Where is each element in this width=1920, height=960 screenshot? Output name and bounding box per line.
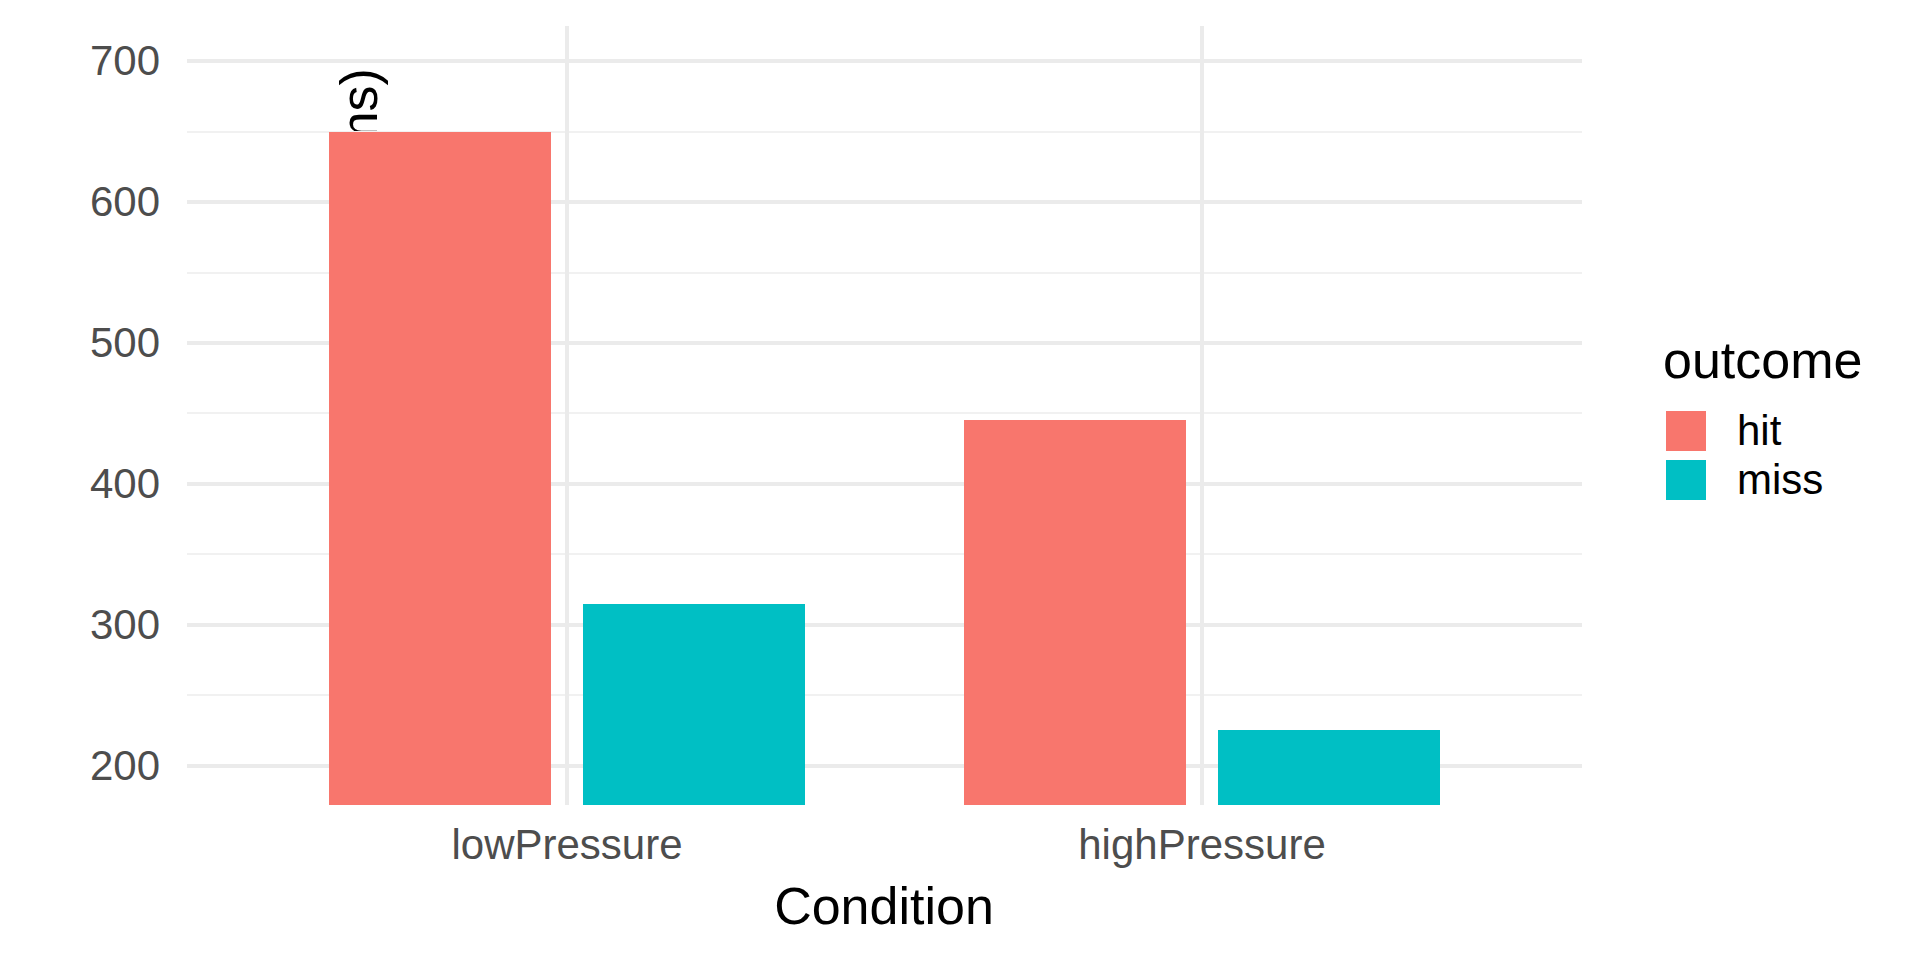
gridline-vertical-highPressure [1200, 26, 1204, 805]
bar-lowPressure-hit [329, 132, 551, 805]
legend: outcome hit miss [1663, 334, 1862, 508]
bar-chart: mean Quiet Eye duration (ms) 20030040050… [0, 0, 1920, 960]
legend-label-miss: miss [1737, 459, 1823, 501]
bar-lowPressure-miss [583, 604, 805, 805]
y-tick-label-400: 400 [0, 463, 160, 505]
bar-highPressure-miss [1218, 730, 1440, 805]
gridline-vertical-lowPressure [565, 26, 569, 805]
y-tick-label-600: 600 [0, 181, 160, 223]
y-tick-label-300: 300 [0, 604, 160, 646]
y-tick-label-500: 500 [0, 322, 160, 364]
legend-swatch-miss [1666, 460, 1706, 500]
legend-item-hit: hit [1666, 410, 1823, 452]
gridline-major-700 [187, 59, 1582, 63]
x-tick-label-lowPressure: lowPressure [451, 824, 682, 866]
plot-panel [187, 26, 1582, 805]
x-axis-title: Condition [774, 880, 994, 932]
y-tick-label-700: 700 [0, 40, 160, 82]
legend-items: hit miss [1663, 410, 1823, 508]
y-tick-label-200: 200 [0, 745, 160, 787]
legend-swatch-hit [1666, 411, 1706, 451]
bar-highPressure-hit [964, 420, 1186, 805]
legend-item-miss: miss [1666, 459, 1823, 501]
legend-label-hit: hit [1737, 410, 1781, 452]
x-tick-label-highPressure: highPressure [1078, 824, 1325, 866]
legend-title: outcome [1663, 334, 1862, 386]
